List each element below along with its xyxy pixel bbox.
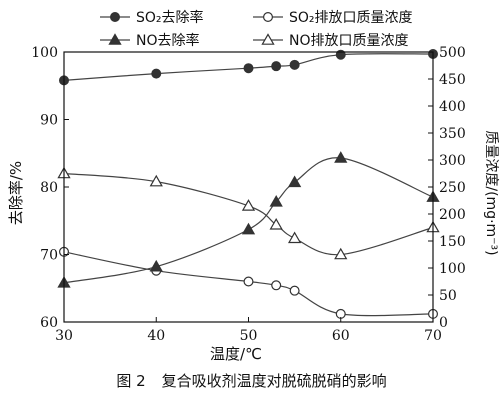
data-point bbox=[241, 199, 256, 211]
series-line bbox=[63, 172, 434, 256]
data-point bbox=[335, 308, 346, 319]
legend-label: SO₂去除率 bbox=[136, 9, 204, 26]
data-point bbox=[287, 231, 302, 244]
y-right-tick-label: 350 bbox=[439, 126, 466, 142]
series-3 bbox=[57, 151, 440, 288]
y-left-tick-label: 70 bbox=[40, 248, 58, 264]
figure-caption-text: 复合吸收剂温度对脱硫脱硝的影响 bbox=[161, 372, 387, 390]
legend-label: NO去除率 bbox=[136, 32, 200, 49]
x-tick-label: 70 bbox=[424, 328, 442, 344]
axes: 30 40 50 60 70 60 70 80 90 100 0 50 100 150 200 250 300 3… bbox=[31, 45, 465, 344]
legend-item: SO₂排放口质量浓度 bbox=[253, 10, 413, 26]
data-point bbox=[287, 175, 302, 188]
figure-number: 图 2 bbox=[116, 372, 146, 390]
y-right-tick-label: 200 bbox=[439, 207, 466, 223]
data-point bbox=[151, 68, 162, 79]
y-right-tick-label: 250 bbox=[439, 180, 466, 196]
y-axis-right-label: 质量浓度/(mg·m⁻³) bbox=[483, 130, 499, 255]
data-point bbox=[289, 59, 300, 70]
legend-item: NO去除率 bbox=[100, 32, 200, 49]
data-point bbox=[334, 151, 348, 163]
data-point bbox=[334, 247, 348, 260]
series-4 bbox=[57, 166, 440, 260]
y-left-tick-label: 90 bbox=[40, 113, 58, 129]
data-point bbox=[241, 222, 256, 235]
legend-item: SO₂去除率 bbox=[100, 9, 204, 26]
y-right-tick-label: 100 bbox=[439, 261, 466, 277]
x-axis-label: 温度/℃ bbox=[210, 345, 262, 363]
y-left-tick-label: 60 bbox=[40, 315, 58, 331]
series-1 bbox=[58, 49, 439, 86]
x-tick-label: 60 bbox=[332, 328, 350, 344]
x-tick-label: 40 bbox=[147, 328, 165, 344]
legend-label: SO₂排放口质量浓度 bbox=[289, 10, 413, 26]
y-right-tick-label: 50 bbox=[439, 288, 457, 304]
figure-caption: 图 2 复合吸收剂温度对脱硫脱硝的影响 bbox=[0, 370, 503, 391]
data-point bbox=[243, 276, 254, 287]
legend-item: NO排放口质量浓度 bbox=[253, 33, 409, 49]
y-right-tick-label: 450 bbox=[439, 72, 466, 88]
x-tick-label: 50 bbox=[240, 328, 258, 344]
series-2 bbox=[58, 246, 439, 319]
legend-marker bbox=[263, 12, 274, 23]
data-point bbox=[271, 280, 282, 291]
plot-area bbox=[57, 49, 440, 319]
y-left-tick-label: 80 bbox=[40, 180, 58, 196]
x-tick-label: 30 bbox=[55, 328, 73, 344]
legend: SO₂去除率 SO₂排放口质量浓度 NO去除率 NO排放口质量浓度 bbox=[100, 9, 413, 49]
y-right-tick-label: 0 bbox=[439, 315, 448, 331]
legend-marker bbox=[109, 12, 120, 23]
y-right-tick-label: 400 bbox=[439, 99, 466, 115]
data-point bbox=[149, 259, 163, 272]
data-point bbox=[269, 195, 283, 207]
legend-marker bbox=[261, 33, 275, 45]
y-right-tick-label: 150 bbox=[439, 234, 466, 250]
y-right-tick-label: 500 bbox=[439, 45, 466, 61]
data-point bbox=[149, 174, 163, 187]
y-axis-left-label: 去除率/% bbox=[7, 161, 25, 225]
y-right-tick-label: 300 bbox=[439, 153, 466, 169]
y-left-tick-label: 100 bbox=[31, 45, 58, 61]
data-point bbox=[271, 61, 282, 72]
data-point bbox=[289, 285, 300, 296]
data-point bbox=[243, 63, 254, 74]
legend-label: NO排放口质量浓度 bbox=[289, 33, 409, 49]
data-point bbox=[269, 217, 283, 230]
legend-marker bbox=[108, 33, 122, 45]
